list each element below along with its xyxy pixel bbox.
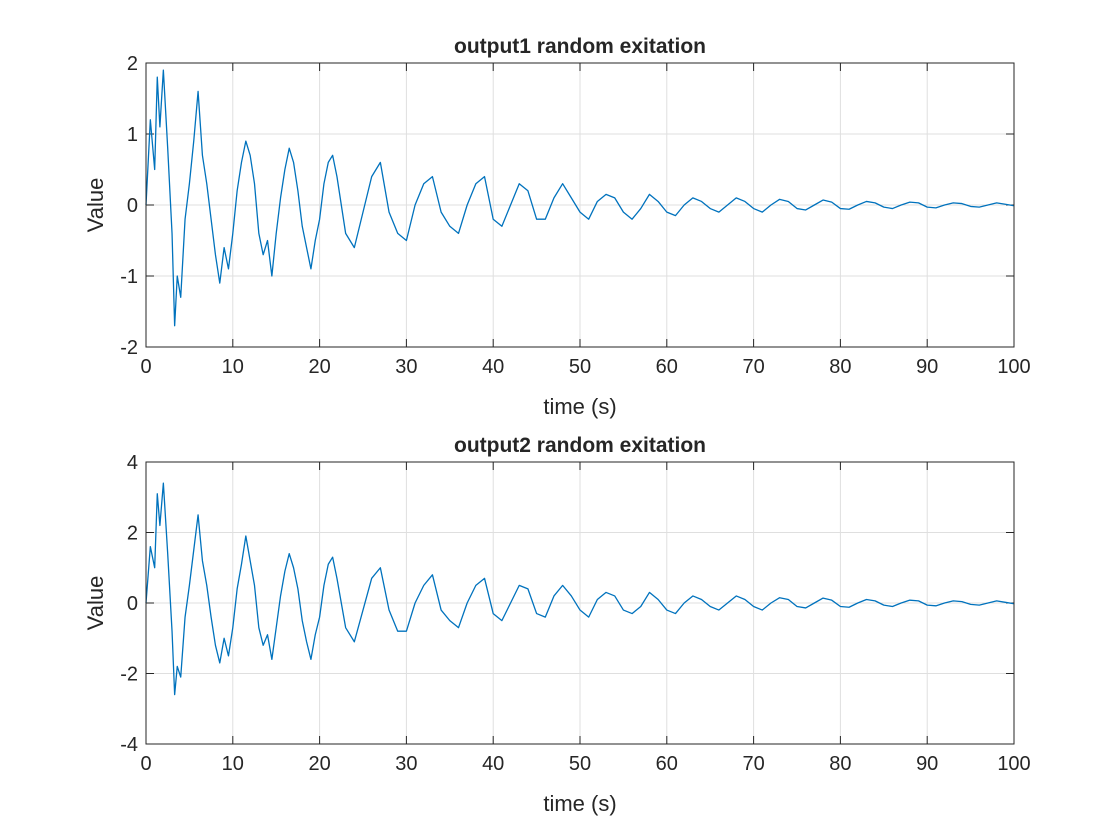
y-tick-label: -2 <box>120 664 138 686</box>
x-tick-label: 80 <box>829 753 851 775</box>
x-tick-label: 20 <box>308 753 330 775</box>
y-tick-label: 0 <box>127 593 138 615</box>
x-tick-label: 90 <box>916 753 938 775</box>
subplot-2-xticks: 0 10 20 30 40 50 60 70 80 90 100 <box>140 462 1031 775</box>
y-tick-label: -2 <box>120 337 138 359</box>
x-tick-label: 20 <box>308 356 330 378</box>
grid-1 <box>146 63 1014 347</box>
x-tick-label: 70 <box>742 356 764 378</box>
subplot-1-ylabel: Value <box>83 178 108 233</box>
subplot-1-xlabel: time (s) <box>543 394 616 419</box>
x-tick-label: 30 <box>395 356 417 378</box>
x-tick-label: 30 <box>395 753 417 775</box>
x-tick-label: 60 <box>656 356 678 378</box>
subplot-2-series <box>145 482 1015 696</box>
y-tick-label: 4 <box>127 452 138 474</box>
x-tick-label: 80 <box>829 356 851 378</box>
x-tick-label: 50 <box>569 753 591 775</box>
y-tick-label: 2 <box>127 523 138 545</box>
x-tick-label: 10 <box>222 356 244 378</box>
x-tick-label: 100 <box>997 753 1030 775</box>
y-tick-label: -1 <box>120 266 138 288</box>
grid-2 <box>146 462 1014 744</box>
y-tick-label: -4 <box>120 734 138 756</box>
subplot-1-xticks: 0 10 20 30 40 50 60 70 80 90 100 <box>140 63 1031 378</box>
subplot-2-axes-frame <box>145 461 1015 745</box>
x-tick-label: 40 <box>482 753 504 775</box>
x-tick-label: 90 <box>916 356 938 378</box>
x-tick-label: 10 <box>222 753 244 775</box>
subplot-2-xlabel: time (s) <box>543 791 616 816</box>
x-tick-label: 100 <box>997 356 1030 378</box>
subplot-1-series <box>145 69 1015 327</box>
y-tick-label: 2 <box>127 53 138 75</box>
series-line-1 <box>145 482 1015 696</box>
subplot-1: output1 random exitation time (s) Value … <box>83 35 1031 419</box>
y-tick-label: 0 <box>127 195 138 217</box>
x-tick-label: 0 <box>140 356 151 378</box>
series-line-1 <box>145 69 1015 327</box>
x-tick-label: 40 <box>482 356 504 378</box>
subplot-2-ylabel: Value <box>83 576 108 631</box>
subplot-1-yticks: -2 -1 0 1 2 <box>120 53 1014 359</box>
subplot-1-title: output1 random exitation <box>454 35 706 58</box>
x-tick-label: 50 <box>569 356 591 378</box>
y-tick-label: 1 <box>127 124 138 146</box>
subplot-2-title: output2 random exitation <box>454 434 706 457</box>
x-tick-label: 60 <box>656 753 678 775</box>
subplot-1-axes-frame <box>145 62 1015 348</box>
subplot-2: output2 random exitation time (s) Value … <box>83 434 1031 816</box>
x-tick-label: 70 <box>742 753 764 775</box>
x-tick-label: 0 <box>140 753 151 775</box>
